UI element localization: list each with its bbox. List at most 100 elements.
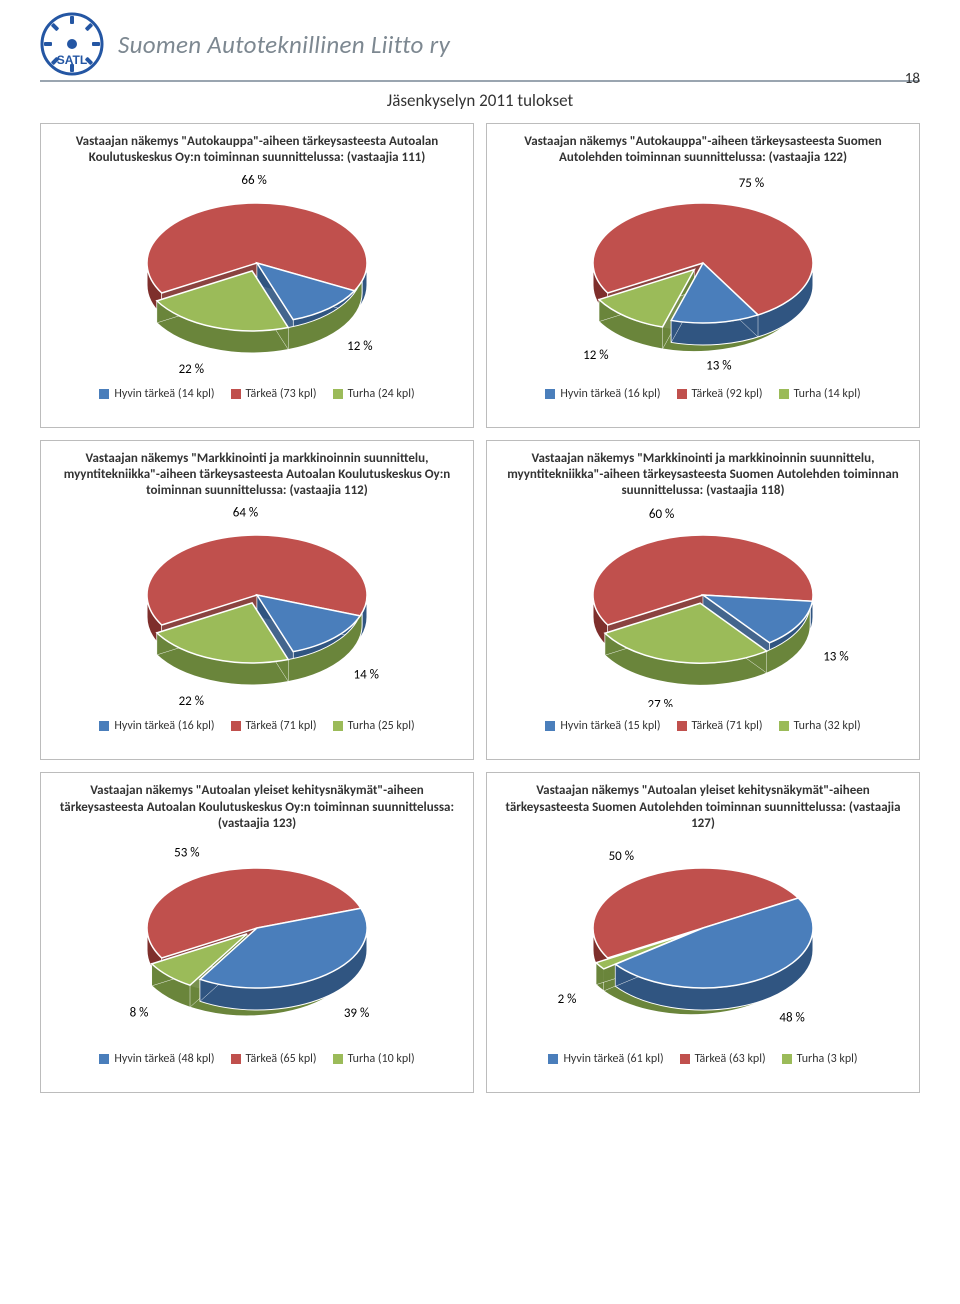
legend-swatch <box>99 721 109 731</box>
legend-label: Tärkeä (65 kpl) <box>246 1052 317 1066</box>
legend-swatch <box>99 389 109 399</box>
svg-text:14 %: 14 % <box>354 668 379 683</box>
legend-item: Tärkeä (73 kpl) <box>231 387 317 401</box>
legend-item: Turha (10 kpl) <box>333 1052 415 1066</box>
legend-swatch <box>680 1054 690 1064</box>
legend-swatch <box>231 389 241 399</box>
legend-item: Tärkeä (92 kpl) <box>677 387 763 401</box>
svg-text:2 %: 2 % <box>558 992 577 1007</box>
chart-title: Vastaajan näkemys "Autoalan yleiset kehi… <box>501 783 905 832</box>
chart-title: Vastaajan näkemys "Autoalan yleiset kehi… <box>55 783 459 832</box>
legend-item: Turha (14 kpl) <box>779 387 861 401</box>
svg-text:8 %: 8 % <box>130 1005 149 1020</box>
legend-item: Hyvin tärkeä (48 kpl) <box>99 1052 214 1066</box>
svg-text:13 %: 13 % <box>823 650 848 665</box>
legend-swatch <box>231 721 241 731</box>
legend-item: Hyvin tärkeä (14 kpl) <box>99 387 214 401</box>
pie-chart: 75 % 13 % 12 % <box>495 175 911 375</box>
svg-text:39 %: 39 % <box>344 1006 369 1021</box>
legend-item: Turha (32 kpl) <box>779 719 861 733</box>
legend-swatch <box>333 721 343 731</box>
satl-logo: SATL <box>40 12 104 76</box>
svg-text:SATL: SATL <box>57 53 87 67</box>
chart-card: Vastaajan näkemys "Autokauppa"-aiheen tä… <box>486 123 920 428</box>
chart-legend: Hyvin tärkeä (15 kpl) Tärkeä (71 kpl) Turh… <box>495 719 911 733</box>
pie-chart: 66 % 12 % 22 % <box>49 175 465 375</box>
chart-legend: Hyvin tärkeä (48 kpl) Tärkeä (65 kpl) Turh… <box>49 1052 465 1066</box>
legend-label: Turha (32 kpl) <box>794 719 861 733</box>
legend-swatch <box>782 1054 792 1064</box>
legend-swatch <box>548 1054 558 1064</box>
legend-label: Hyvin tärkeä (16 kpl) <box>114 719 214 733</box>
svg-text:48 %: 48 % <box>779 1010 804 1025</box>
legend-item: Turha (24 kpl) <box>333 387 415 401</box>
legend-item: Turha (25 kpl) <box>333 719 415 733</box>
legend-label: Turha (24 kpl) <box>348 387 415 401</box>
org-name: Suomen Autoteknillinen Liitto ry <box>118 29 450 60</box>
legend-label: Hyvin tärkeä (14 kpl) <box>114 387 214 401</box>
pie-chart: 50 % 48 % 2 % <box>495 840 911 1040</box>
legend-item: Turha (3 kpl) <box>782 1052 858 1066</box>
legend-item: Tärkeä (63 kpl) <box>680 1052 766 1066</box>
chart-title: Vastaajan näkemys "Markkinointi ja markk… <box>501 451 905 500</box>
svg-text:64 %: 64 % <box>233 507 258 520</box>
legend-label: Turha (3 kpl) <box>797 1052 858 1066</box>
chart-legend: Hyvin tärkeä (16 kpl) Tärkeä (71 kpl) Turh… <box>49 719 465 733</box>
chart-legend: Hyvin tärkeä (14 kpl) Tärkeä (73 kpl) Turh… <box>49 387 465 401</box>
legend-swatch <box>779 721 789 731</box>
legend-swatch <box>677 389 687 399</box>
svg-text:50 %: 50 % <box>609 849 634 864</box>
legend-swatch <box>333 389 343 399</box>
svg-text:13 %: 13 % <box>706 358 731 373</box>
chart-title: Vastaajan näkemys "Autokauppa"-aiheen tä… <box>501 134 905 167</box>
page-header: SATL Suomen Autoteknillinen Liitto ry <box>40 0 920 82</box>
chart-legend: Hyvin tärkeä (16 kpl) Tärkeä (92 kpl) Turh… <box>495 387 911 401</box>
page-title: Jäsenkyselyn 2011 tulokset <box>40 90 920 111</box>
svg-text:75 %: 75 % <box>739 175 764 190</box>
legend-item: Hyvin tärkeä (15 kpl) <box>545 719 660 733</box>
legend-item: Hyvin tärkeä (61 kpl) <box>548 1052 663 1066</box>
svg-text:12 %: 12 % <box>583 347 608 362</box>
legend-swatch <box>231 1054 241 1064</box>
pie-chart: 64 % 14 % 22 % <box>49 507 465 707</box>
legend-item: Hyvin tärkeä (16 kpl) <box>545 387 660 401</box>
legend-swatch <box>333 1054 343 1064</box>
chart-card: Vastaajan näkemys "Autoalan yleiset kehi… <box>486 772 920 1093</box>
svg-text:22 %: 22 % <box>179 694 204 707</box>
legend-label: Hyvin tärkeä (15 kpl) <box>560 719 660 733</box>
chart-card: Vastaajan näkemys "Autokauppa"-aiheen tä… <box>40 123 474 428</box>
legend-swatch <box>677 721 687 731</box>
legend-swatch <box>545 721 555 731</box>
legend-label: Turha (14 kpl) <box>794 387 861 401</box>
page-number: 18 <box>905 70 920 88</box>
svg-text:27 %: 27 % <box>648 698 673 707</box>
legend-label: Tärkeä (73 kpl) <box>246 387 317 401</box>
svg-text:22 %: 22 % <box>179 361 204 374</box>
svg-text:60 %: 60 % <box>649 507 674 522</box>
chart-card: Vastaajan näkemys "Markkinointi ja markk… <box>486 440 920 761</box>
legend-label: Hyvin tärkeä (16 kpl) <box>560 387 660 401</box>
legend-swatch <box>99 1054 109 1064</box>
legend-item: Hyvin tärkeä (16 kpl) <box>99 719 214 733</box>
legend-item: Tärkeä (65 kpl) <box>231 1052 317 1066</box>
pie-chart: 53 % 39 % 8 % <box>49 840 465 1040</box>
legend-label: Tärkeä (92 kpl) <box>692 387 763 401</box>
legend-label: Tärkeä (71 kpl) <box>692 719 763 733</box>
chart-card: Vastaajan näkemys "Markkinointi ja markk… <box>40 440 474 761</box>
legend-swatch <box>779 389 789 399</box>
legend-label: Tärkeä (71 kpl) <box>246 719 317 733</box>
chart-legend: Hyvin tärkeä (61 kpl) Tärkeä (63 kpl) Turh… <box>495 1052 911 1066</box>
legend-label: Turha (10 kpl) <box>348 1052 415 1066</box>
legend-item: Tärkeä (71 kpl) <box>231 719 317 733</box>
svg-text:12 %: 12 % <box>347 339 372 354</box>
pie-chart: 60 % 13 % 27 % <box>495 507 911 707</box>
legend-swatch <box>545 389 555 399</box>
legend-label: Turha (25 kpl) <box>348 719 415 733</box>
svg-text:66 %: 66 % <box>241 175 266 188</box>
svg-text:53 %: 53 % <box>174 846 199 861</box>
charts-grid: Vastaajan näkemys "Autokauppa"-aiheen tä… <box>40 123 920 1093</box>
chart-title: Vastaajan näkemys "Autokauppa"-aiheen tä… <box>55 134 459 167</box>
legend-label: Hyvin tärkeä (48 kpl) <box>114 1052 214 1066</box>
chart-card: Vastaajan näkemys "Autoalan yleiset kehi… <box>40 772 474 1093</box>
legend-item: Tärkeä (71 kpl) <box>677 719 763 733</box>
